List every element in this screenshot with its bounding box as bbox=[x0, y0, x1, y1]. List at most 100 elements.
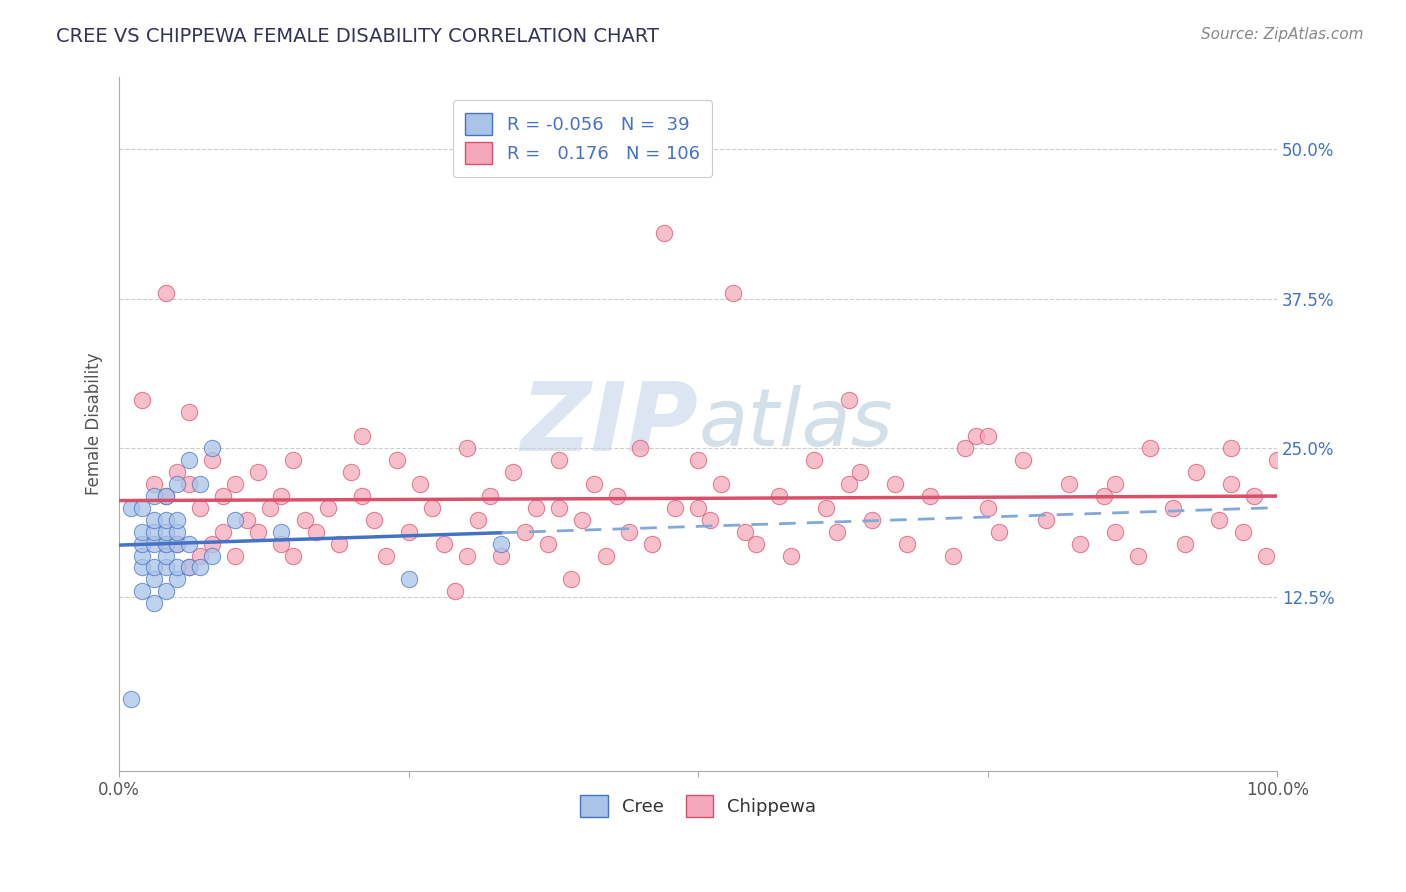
Point bbox=[281, 549, 304, 563]
Point bbox=[1265, 453, 1288, 467]
Point bbox=[688, 453, 710, 467]
Point bbox=[316, 500, 339, 515]
Point bbox=[1185, 465, 1208, 479]
Point bbox=[502, 465, 524, 479]
Point bbox=[224, 549, 246, 563]
Point bbox=[734, 524, 756, 539]
Point bbox=[374, 549, 396, 563]
Point bbox=[166, 513, 188, 527]
Point bbox=[385, 453, 408, 467]
Point bbox=[849, 465, 872, 479]
Point bbox=[235, 513, 257, 527]
Point bbox=[803, 453, 825, 467]
Text: ZIP: ZIP bbox=[520, 377, 699, 471]
Point bbox=[745, 536, 768, 550]
Point bbox=[177, 536, 200, 550]
Point bbox=[131, 393, 153, 408]
Point bbox=[1220, 476, 1243, 491]
Point bbox=[131, 549, 153, 563]
Point bbox=[1104, 524, 1126, 539]
Point bbox=[155, 536, 177, 550]
Point bbox=[177, 476, 200, 491]
Point bbox=[664, 500, 686, 515]
Point bbox=[143, 476, 166, 491]
Point bbox=[224, 476, 246, 491]
Point bbox=[224, 513, 246, 527]
Point bbox=[1174, 536, 1197, 550]
Point bbox=[1069, 536, 1091, 550]
Point bbox=[478, 489, 501, 503]
Point bbox=[270, 489, 292, 503]
Point bbox=[1161, 500, 1184, 515]
Point bbox=[456, 549, 478, 563]
Point bbox=[270, 536, 292, 550]
Point bbox=[595, 549, 617, 563]
Point bbox=[988, 524, 1011, 539]
Point bbox=[177, 560, 200, 574]
Point bbox=[143, 573, 166, 587]
Point bbox=[398, 573, 420, 587]
Point bbox=[155, 549, 177, 563]
Point bbox=[814, 500, 837, 515]
Point bbox=[548, 500, 571, 515]
Point bbox=[247, 465, 270, 479]
Point bbox=[1128, 549, 1150, 563]
Text: CREE VS CHIPPEWA FEMALE DISABILITY CORRELATION CHART: CREE VS CHIPPEWA FEMALE DISABILITY CORRE… bbox=[56, 27, 659, 45]
Point bbox=[212, 489, 235, 503]
Point bbox=[305, 524, 328, 539]
Point bbox=[188, 476, 211, 491]
Point bbox=[710, 476, 733, 491]
Point bbox=[166, 476, 188, 491]
Point bbox=[560, 573, 582, 587]
Point bbox=[188, 549, 211, 563]
Point bbox=[201, 441, 224, 455]
Point bbox=[699, 513, 721, 527]
Point bbox=[513, 524, 536, 539]
Text: atlas: atlas bbox=[699, 385, 893, 463]
Point bbox=[432, 536, 454, 550]
Point bbox=[155, 285, 177, 300]
Point bbox=[444, 584, 467, 599]
Point bbox=[688, 500, 710, 515]
Point bbox=[143, 489, 166, 503]
Point bbox=[583, 476, 606, 491]
Point bbox=[166, 560, 188, 574]
Point bbox=[942, 549, 965, 563]
Point bbox=[281, 453, 304, 467]
Point bbox=[155, 489, 177, 503]
Point bbox=[155, 489, 177, 503]
Point bbox=[155, 536, 177, 550]
Point bbox=[409, 476, 432, 491]
Point bbox=[467, 513, 489, 527]
Point bbox=[201, 549, 224, 563]
Point bbox=[143, 536, 166, 550]
Point bbox=[131, 524, 153, 539]
Point bbox=[918, 489, 941, 503]
Point bbox=[143, 524, 166, 539]
Point bbox=[1243, 489, 1265, 503]
Point bbox=[201, 536, 224, 550]
Point bbox=[977, 429, 1000, 443]
Point bbox=[131, 500, 153, 515]
Point bbox=[166, 465, 188, 479]
Point bbox=[155, 524, 177, 539]
Point bbox=[328, 536, 350, 550]
Point bbox=[721, 285, 744, 300]
Point bbox=[398, 524, 420, 539]
Point bbox=[155, 513, 177, 527]
Point bbox=[120, 500, 142, 515]
Point bbox=[201, 453, 224, 467]
Point bbox=[155, 584, 177, 599]
Point bbox=[896, 536, 918, 550]
Point bbox=[628, 441, 651, 455]
Point bbox=[131, 584, 153, 599]
Point bbox=[177, 453, 200, 467]
Point bbox=[860, 513, 883, 527]
Text: Source: ZipAtlas.com: Source: ZipAtlas.com bbox=[1201, 27, 1364, 42]
Point bbox=[143, 596, 166, 610]
Point bbox=[838, 476, 860, 491]
Point bbox=[340, 465, 363, 479]
Point bbox=[166, 573, 188, 587]
Point bbox=[212, 524, 235, 539]
Point bbox=[120, 692, 142, 706]
